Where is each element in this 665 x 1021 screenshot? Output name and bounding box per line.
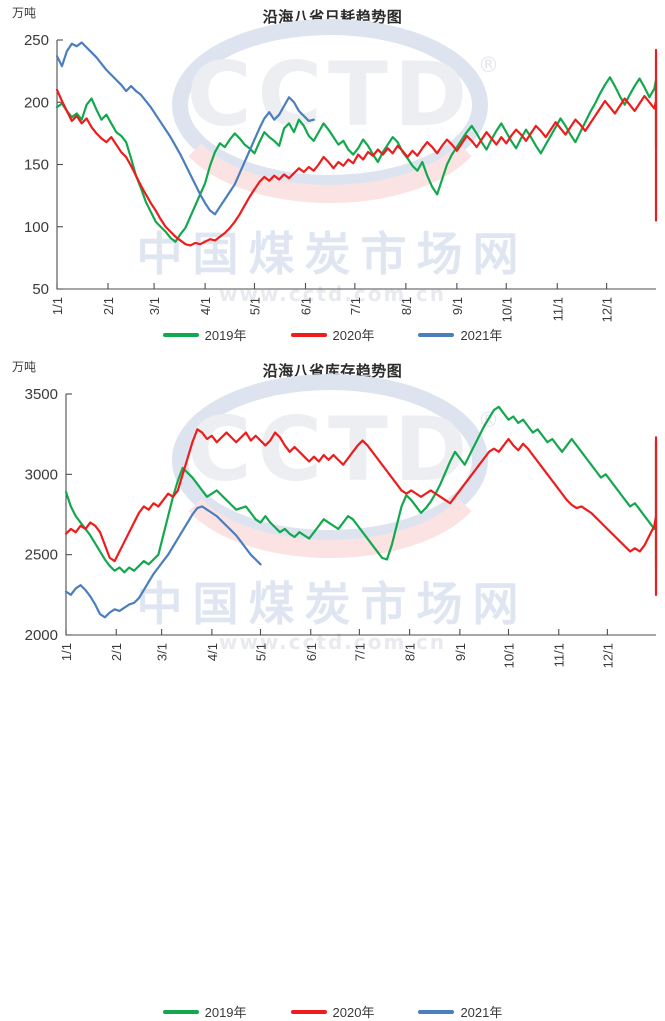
legend-swatch-icon [418,332,455,337]
x-tick-label: 6/1 [298,297,313,315]
x-tick-label: 6/1 [304,643,319,661]
series-group-1 [55,41,658,247]
x-tick-label: 7/1 [352,643,367,661]
x-ticks-group-2: 1/1 2/1 3/1 4/1 5/1 6/1 7/1 8/1 9/1 10/1 11/1 12/1 [59,629,615,668]
legend-swatch-icon [290,332,327,337]
x-tick-label: 2/1 [101,297,116,315]
y-tick-label: 200 [24,94,49,111]
series-line-2020年 [64,428,658,596]
legend-swatch-icon [290,1009,327,1014]
legend-label: 2020年 [332,1005,375,1020]
x-ticks-group-1: 1/1 2/1 3/1 4/1 5/1 6/1 7/1 8/1 9/1 10/1 11/1 12/1 [50,283,615,322]
axes-group-1 [56,40,656,290]
plot-area-daily-consumption: 50 100 150 200 250 1/1 2/1 3/1 4/1 5/1 6/1 7/1 8/1 9… [24,32,658,322]
chart-inventory: 万吨 沿海八省库存趋势图 CCTD ® 中国煤炭市场网 www.cctd.com… [0,350,665,1020]
x-tick-label: 12/1 [600,297,615,322]
legend-item-y2020[interactable]: 2020年 [290,1002,375,1021]
x-tick-label: 11/1 [552,643,567,667]
x-tick-label: 7/1 [348,297,363,315]
x-tick-label: 3/1 [147,297,162,315]
y-tick-label: 150 [24,157,49,174]
series-line-2020年 [55,48,658,247]
x-tick-label: 1/1 [59,643,74,661]
x-tick-label: 5/1 [254,643,269,661]
legend-label: 2021年 [460,328,503,343]
series-group-2 [64,405,658,619]
legend-daily-consumption: 2019年 2020年 2021年 [0,325,665,344]
x-tick-label: 4/1 [198,297,213,315]
y-axis-unit-label: 万吨 [12,6,37,20]
y-tick-label: 2000 [25,627,58,644]
legend-label: 2021年 [460,1005,503,1020]
legend-inventory: 2019年 2020年 2021年 [0,1002,665,1021]
x-tick-label: 2/1 [109,643,124,661]
plot-area-inventory: 2000 2500 3000 3500 1/1 2/1 3/1 4/1 5/1 6/1 7/1 8/… [25,386,658,668]
legend-item-y2020[interactable]: 2020年 [290,325,375,344]
x-tick-label: 9/1 [453,643,468,661]
series-line-2021年 [55,41,315,216]
legend-label: 2019年 [204,1005,247,1020]
x-tick-label: 1/1 [50,297,65,315]
x-tick-label: 5/1 [247,297,262,315]
legend-item-y2021[interactable]: 2021年 [418,1002,502,1021]
series-line-2021年 [64,505,262,619]
legend-swatch-icon [162,1009,199,1014]
x-tick-label: 11/1 [550,297,565,321]
y-axis-unit-label: 万吨 [12,360,37,374]
x-tick-label: 4/1 [205,643,220,661]
legend-item-y2019[interactable]: 2019年 [162,1002,247,1021]
x-tick-label: 10/1 [502,643,517,668]
y-tick-label: 2500 [25,547,58,564]
y-tick-label: 250 [24,32,49,49]
chart-daily-consumption: 万吨 沿海八省日耗趋势图 CCTD ® 中国煤炭市场网 www.cctd.com… [0,0,665,350]
axes-group-2 [65,394,656,636]
series-line-2019年 [64,405,658,574]
x-tick-label: 8/1 [399,297,414,315]
legend-label: 2019年 [204,328,247,343]
x-tick-label: 9/1 [450,297,465,315]
legend-swatch-icon [162,332,199,337]
y-ticks-group-1: 50 100 150 200 250 [24,32,63,298]
x-tick-label: 3/1 [155,643,170,661]
y-tick-label: 3500 [25,386,58,403]
legend-item-y2021[interactable]: 2021年 [418,325,502,344]
legend-item-y2019[interactable]: 2019年 [162,325,247,344]
x-tick-label: 12/1 [600,643,615,668]
y-tick-label: 3000 [25,466,58,483]
x-tick-label: 10/1 [499,297,514,322]
legend-label: 2020年 [332,328,375,343]
y-ticks-group-2: 2000 2500 3000 3500 [25,386,72,644]
y-tick-label: 50 [32,281,49,298]
y-tick-label: 100 [24,219,49,236]
legend-swatch-icon [418,1009,455,1014]
x-tick-label: 8/1 [403,643,418,661]
